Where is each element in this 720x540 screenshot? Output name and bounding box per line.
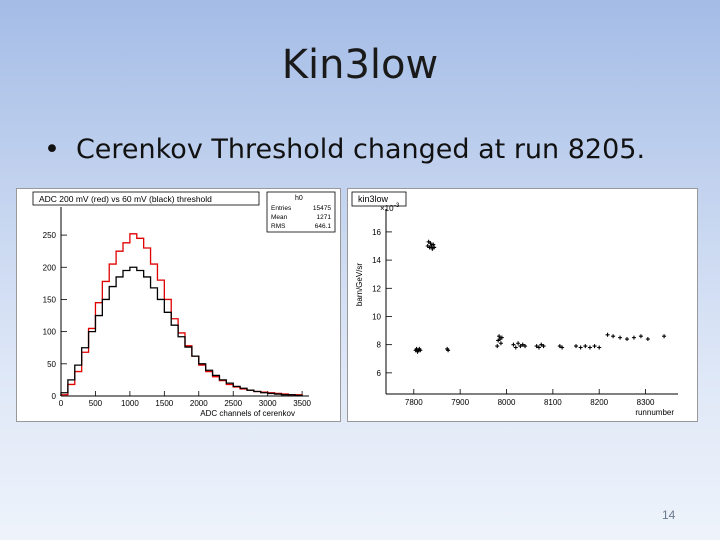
data-point (534, 344, 539, 349)
x-tick-label: 8100 (544, 398, 562, 407)
x-tick-label: 8200 (590, 398, 608, 407)
data-point (638, 334, 643, 339)
histogram-series-black (60, 266, 303, 397)
data-point (560, 345, 565, 350)
data-point (513, 345, 518, 350)
data-point (592, 344, 597, 349)
stats-label: Mean (271, 214, 288, 221)
stats-value: 15475 (313, 205, 331, 212)
y-tick-label: 50 (47, 360, 56, 369)
stats-box (266, 191, 336, 233)
data-point (557, 344, 562, 349)
bullet-text: Cerenkov Threshold changed at run 8205. (75, 134, 646, 165)
x-tick-label: 1500 (155, 399, 173, 408)
y-tick-label: 16 (372, 228, 381, 237)
slide-title: Kin3low (281, 42, 439, 88)
x-tick-label: 0 (59, 399, 64, 408)
y-tick-label: 12 (372, 284, 381, 293)
x-tick-label: 1000 (121, 399, 139, 408)
bullet-marker: • (44, 134, 60, 165)
stats-value: 1271 (317, 214, 332, 221)
stats-label: RMS (271, 223, 286, 230)
data-point (495, 344, 500, 349)
stats-value: 646.1 (315, 223, 332, 230)
data-point (511, 342, 516, 347)
x-tick-label: 7900 (451, 398, 469, 407)
scatter-chart: kin3low×10 -3 barn/GeV/sr 7800 7900 8000 8100 8… (348, 189, 697, 421)
scatter-panel: kin3low ×10 -3 barn/GeV/sr 7800 7900 8000 8100 8… (347, 188, 698, 422)
data-point (499, 335, 504, 340)
y-tick-label: 150 (43, 295, 57, 304)
x-axis-label: ADC channels of cerenkov (200, 409, 295, 418)
y-multiplier: ×10 (380, 204, 394, 213)
y-tick-label: 6 (377, 369, 382, 378)
x-tick-label: 3000 (259, 399, 277, 408)
stats-label: Entries (271, 205, 292, 212)
page-number: 14 (662, 508, 676, 522)
data-point (418, 348, 423, 353)
data-point (516, 341, 521, 346)
y-tick-label: 14 (372, 256, 381, 265)
data-point (498, 341, 503, 346)
data-point (611, 334, 616, 339)
histogram-panel: ADC 200 mV (red) vs 60 mV (black) thresh… (16, 188, 341, 422)
bullet-line: • Cerenkov Threshold changed at run 8205. (44, 134, 645, 165)
data-point (539, 342, 544, 347)
x-tick-label: 8000 (498, 398, 516, 407)
data-point (597, 345, 602, 350)
data-point (618, 335, 623, 340)
x-tick-label: 3500 (293, 399, 311, 408)
x-tick-label: 2500 (224, 399, 242, 408)
data-point (520, 342, 525, 347)
data-point (446, 348, 451, 353)
data-point (631, 335, 636, 340)
data-point (523, 344, 528, 349)
data-point (645, 337, 650, 342)
y-tick-label: 200 (43, 263, 57, 272)
title-box (351, 191, 407, 207)
data-point (428, 241, 433, 246)
data-point (578, 345, 583, 350)
x-tick-label: 2000 (190, 399, 208, 408)
stats-name: h0 (295, 195, 303, 202)
data-point (625, 337, 630, 342)
y-tick-label: 8 (377, 341, 382, 350)
data-point (432, 245, 437, 250)
y-tick-label: 100 (43, 328, 57, 337)
data-point (431, 242, 436, 247)
histogram-chart: ADC 200 mV (red) vs 60 mV (black) thresh… (17, 189, 340, 421)
data-point (497, 334, 502, 339)
y-tick-label: 250 (43, 231, 57, 240)
x-tick-label: 8300 (637, 398, 655, 407)
data-point (587, 345, 592, 350)
data-point (541, 344, 546, 349)
data-point (662, 334, 667, 339)
plot-background (348, 189, 697, 421)
data-point (518, 344, 523, 349)
y-tick-label: 10 (372, 312, 381, 321)
data-point (583, 344, 588, 349)
x-axis-label: runnumber (635, 408, 674, 417)
y-multiplier-exp: -3 (394, 203, 400, 209)
data-point (536, 345, 541, 350)
chart-title: kin3low (358, 194, 389, 204)
x-tick-label: 7800 (405, 398, 423, 407)
y-axis-label: barn/GeV/sr (355, 263, 364, 306)
x-tick-label: 500 (89, 399, 103, 408)
data-point (574, 344, 579, 349)
title-box (32, 191, 260, 206)
data-point (605, 332, 610, 337)
chart-title: ADC 200 mV (red) vs 60 mV (black) thresh… (39, 194, 212, 204)
y-tick-label: 0 (52, 392, 57, 401)
